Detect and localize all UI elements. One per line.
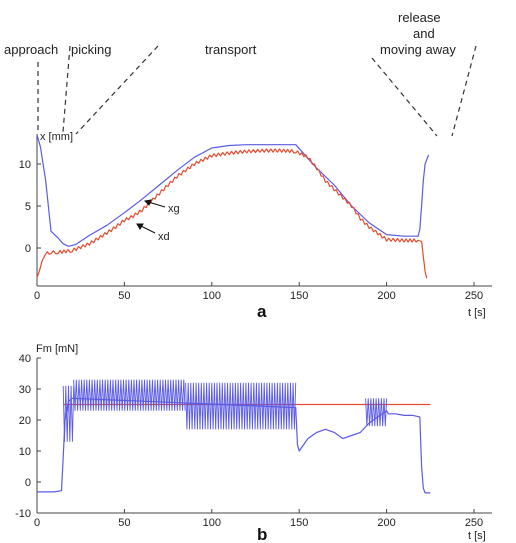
panel-a-x-tick-label: 50	[118, 290, 130, 302]
panel-a-x-tick-label: 250	[465, 290, 483, 302]
panel-b-axes	[36, 358, 492, 514]
panel-a-y-ticks: 0 5 10	[19, 159, 41, 255]
panel-a-x-tick-label: 150	[290, 290, 308, 302]
panel-a-y-tick-label: 0	[25, 243, 31, 255]
panel-b-x-tick-label: 250	[465, 517, 483, 529]
phase-divider-approach-picking	[62, 45, 71, 133]
panel-b-y-ticks: -10 0 10 20 30 40	[15, 353, 41, 520]
panel-a-y-tick-label: 10	[19, 159, 31, 171]
phase-label-transport: transport	[205, 42, 257, 57]
series-label-xg: xg	[168, 203, 180, 215]
phase-divider-release-start	[371, 57, 438, 137]
panel-b-y-tick-label: 10	[19, 446, 31, 458]
panel-a-x-ticks: 0 50 100 150 200 250	[34, 282, 483, 302]
phase-divider-picking-transport	[75, 45, 159, 135]
panel-a-series-group	[36, 134, 430, 279]
panel-b-y-tick-label: 30	[19, 384, 31, 396]
panel-a-y-tick-label: 5	[25, 201, 31, 213]
phase-label-moving-away: moving away	[380, 42, 456, 57]
panel-b-x-ticks: 0 50 100 150 200 250	[34, 509, 483, 529]
phase-divider-release-end	[451, 45, 477, 137]
series-line-xg	[36, 134, 430, 247]
phase-label-and: and	[413, 26, 435, 41]
panel-b-x-tick-label: 0	[34, 517, 40, 529]
panel-b-x-axis-label: t [s]	[468, 530, 486, 542]
panel-b-y-tick-label: 0	[25, 477, 31, 489]
panel-b-x-tick-label: 200	[377, 517, 395, 529]
panel-b-y-tick-label: -10	[15, 508, 31, 520]
series-oscillation-band	[365, 398, 388, 427]
panel-a-x-tick-label: 200	[377, 290, 395, 302]
panel-b-letter: b	[257, 525, 267, 543]
series-oscillation-band	[62, 385, 75, 442]
panel-a-x-tick-label: 0	[34, 290, 40, 302]
panel-b-y-tick-label: 20	[19, 415, 31, 427]
panel-b-x-tick-label: 100	[203, 517, 221, 529]
panel-a-x-tick-label: 100	[203, 290, 221, 302]
series-label-arrows	[136, 199, 166, 234]
arrowhead-xg	[143, 199, 152, 206]
phase-label-approach: approach	[4, 42, 58, 57]
series-oscillation-band	[73, 379, 186, 411]
panel-b-y-tick-label: 40	[19, 353, 31, 365]
panel-b-y-axis-label: Fm [mN]	[36, 343, 78, 355]
panel-a-letter: a	[257, 302, 267, 321]
panel-a-axes	[36, 134, 492, 287]
panel-a-y-axis-label: x [mm]	[40, 131, 73, 143]
phase-divider-lines	[37, 45, 477, 137]
panel-b-series-group	[37, 379, 431, 494]
arrowhead-xd	[136, 223, 144, 230]
phase-label-release: release	[398, 10, 441, 25]
panel-a-x-axis-label: t [s]	[468, 307, 486, 319]
panel-b-x-tick-label: 50	[118, 517, 130, 529]
series-label-xd: xd	[158, 231, 170, 243]
series-line-xd	[36, 148, 428, 279]
phase-label-picking: picking	[71, 42, 111, 57]
series-oscillation-band	[185, 382, 297, 430]
panel-b-x-tick-label: 150	[290, 517, 308, 529]
